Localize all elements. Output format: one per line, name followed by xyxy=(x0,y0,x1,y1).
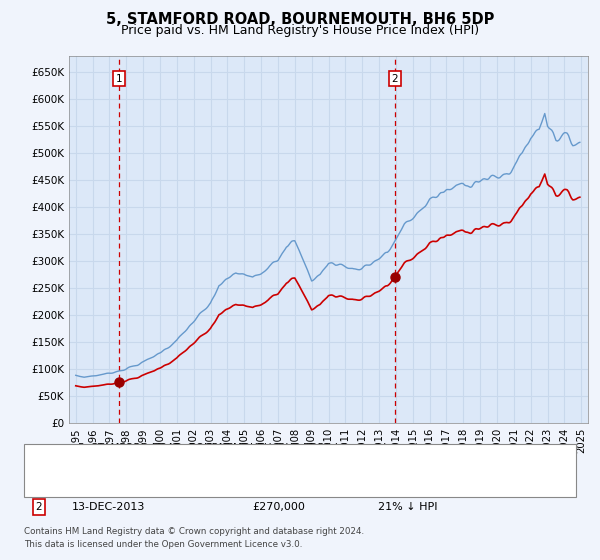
Text: This data is licensed under the Open Government Licence v3.0.: This data is licensed under the Open Gov… xyxy=(24,540,302,549)
Text: Price paid vs. HM Land Registry's House Price Index (HPI): Price paid vs. HM Land Registry's House … xyxy=(121,24,479,36)
Text: 2: 2 xyxy=(392,74,398,83)
Text: 28% ↓ HPI: 28% ↓ HPI xyxy=(378,483,437,493)
Text: ——: —— xyxy=(36,441,61,455)
Text: 13-DEC-2013: 13-DEC-2013 xyxy=(72,502,145,512)
Text: Contains HM Land Registry data © Crown copyright and database right 2024.: Contains HM Land Registry data © Crown c… xyxy=(24,528,364,536)
Text: 23-JUL-1997: 23-JUL-1997 xyxy=(72,483,140,493)
Text: £270,000: £270,000 xyxy=(252,502,305,512)
Text: 21% ↓ HPI: 21% ↓ HPI xyxy=(378,502,437,512)
Text: £74,950: £74,950 xyxy=(252,483,298,493)
Text: 1: 1 xyxy=(115,74,122,83)
Text: HPI: Average price, detached house, Bournemouth Christchurch and Poole: HPI: Average price, detached house, Bour… xyxy=(78,455,466,465)
Text: 1: 1 xyxy=(35,483,43,493)
Text: 5, STAMFORD ROAD, BOURNEMOUTH, BH6 5DP (detached house): 5, STAMFORD ROAD, BOURNEMOUTH, BH6 5DP (… xyxy=(78,443,419,453)
Text: ——: —— xyxy=(36,454,61,467)
Text: 2: 2 xyxy=(35,502,43,512)
Text: 5, STAMFORD ROAD, BOURNEMOUTH, BH6 5DP: 5, STAMFORD ROAD, BOURNEMOUTH, BH6 5DP xyxy=(106,12,494,27)
